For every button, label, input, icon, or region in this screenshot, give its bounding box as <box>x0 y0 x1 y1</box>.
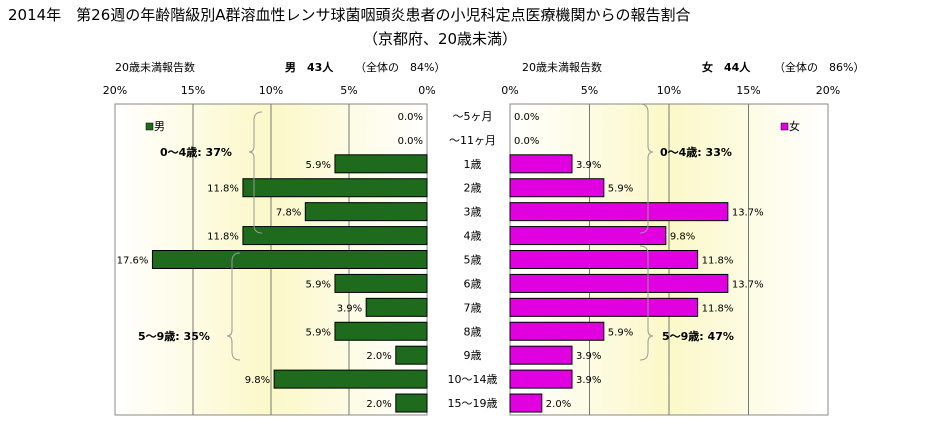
male-bar <box>273 369 428 389</box>
male-axis-ticks: 20% 15% 10% 5% 0% <box>103 84 436 97</box>
female-axis-tick-label: 5% <box>581 84 598 97</box>
category-labels: ～5ヶ月 ～11ヶ月 1歳 2歳 3歳 4歳 5歳 6歳 7歳 8歳 9歳 10～14歳 15～19歳 <box>448 110 498 410</box>
male-data-label: 11.8% <box>207 232 239 243</box>
female-annotation-5-9: 5～9歳: 47% <box>662 329 734 343</box>
category-label: 8歳 <box>464 325 482 338</box>
female-bars: 0.0% 0.0% 3.9% 5.9% 13.7% 9.8% 11.8% 13.7% 11.8%… <box>509 112 764 413</box>
female-bar <box>509 178 605 198</box>
female-data-label: 5.9% <box>608 327 633 338</box>
category-label: 3歳 <box>464 206 482 219</box>
female-bar <box>509 369 573 389</box>
chart-title-line2: （京都府、20歳未満） <box>363 30 517 48</box>
category-label: 10～14歳 <box>448 373 498 386</box>
category-label: ～5ヶ月 <box>453 110 493 123</box>
male-bar <box>334 321 428 341</box>
male-data-label: 7.8% <box>276 208 301 219</box>
male-header-count: 男 43人 <box>285 60 334 74</box>
male-data-label: 0.0% <box>398 112 423 123</box>
male-bar <box>151 250 428 269</box>
male-legend-label: 男 <box>154 120 165 133</box>
female-bracket-5-9 <box>639 245 654 361</box>
category-label: 1歳 <box>464 158 482 171</box>
female-axis-tick-label: 15% <box>736 84 760 97</box>
male-header-label: 20歳未満報告数 <box>115 61 195 74</box>
male-axis-tick-label: 10% <box>259 84 283 97</box>
female-bar <box>509 226 667 246</box>
female-data-label: 3.9% <box>576 160 601 171</box>
male-data-label: 17.6% <box>117 256 149 267</box>
female-legend-swatch <box>780 122 789 131</box>
chart-title-line1: 2014年 第26週の年齢階級別A群溶血性レンサ球菌咽頭炎患者の小児科定点医療機… <box>8 6 691 24</box>
female-axis-ticks: 0% 5% 10% 15% 20% <box>501 84 840 97</box>
female-bar <box>509 345 573 365</box>
male-bar <box>242 178 428 198</box>
male-data-label: 5.9% <box>306 160 331 171</box>
female-data-label: 13.7% <box>732 208 764 219</box>
male-data-label: 5.9% <box>306 327 331 338</box>
male-data-label: 2.0% <box>366 399 391 410</box>
male-bar <box>395 393 428 413</box>
female-header-count: 女 44人 <box>702 60 751 74</box>
male-bar <box>395 345 428 365</box>
female-data-label: 9.8% <box>670 232 695 243</box>
male-data-label: 0.0% <box>398 136 423 147</box>
male-axis-tick-label: 5% <box>340 84 357 97</box>
male-bars: 0.0% 0.0% 5.9% 11.8% 7.8% 11.8% 17.6% 5.9% 3.9% 5… <box>117 112 428 413</box>
male-bracket-5-9 <box>226 252 241 361</box>
female-bracket-0-4 <box>639 103 654 234</box>
male-bracket-0-4 <box>248 111 263 234</box>
male-annotation-0-4: 0～4歳: 37% <box>160 145 232 159</box>
female-data-label: 2.0% <box>546 399 571 410</box>
male-annotation-5-9: 5～9歳: 35% <box>138 329 210 343</box>
female-data-label: 3.9% <box>576 351 601 362</box>
female-data-label: 13.7% <box>732 279 764 290</box>
male-data-label: 5.9% <box>306 279 331 290</box>
female-axis-tick-label: 0% <box>501 84 518 97</box>
male-axis-tick-label: 15% <box>181 84 205 97</box>
female-data-label: 0.0% <box>514 112 539 123</box>
male-bar <box>334 154 428 174</box>
female-header-pct: （全体の 86%） <box>774 60 864 74</box>
category-label: 5歳 <box>464 254 482 267</box>
male-bar <box>365 297 428 317</box>
female-bar <box>509 321 605 341</box>
female-bar <box>509 297 699 317</box>
female-legend-label: 女 <box>789 119 800 133</box>
category-label: 7歳 <box>464 301 482 314</box>
category-label: 6歳 <box>464 277 482 290</box>
male-legend-swatch <box>145 122 154 131</box>
category-label: 15～19歳 <box>448 397 498 410</box>
female-bar <box>509 154 573 174</box>
male-data-label: 9.8% <box>245 375 270 386</box>
female-data-label: 3.9% <box>576 375 601 386</box>
category-label: 4歳 <box>464 230 482 243</box>
male-bar <box>304 202 428 222</box>
female-data-label: 11.8% <box>702 256 734 267</box>
female-data-label: 5.9% <box>608 184 633 195</box>
female-annotation-0-4: 0～4歳: 33% <box>660 145 732 159</box>
male-bar <box>334 273 428 293</box>
female-data-label: 11.8% <box>702 303 734 314</box>
category-label: ～11ヶ月 <box>449 134 496 147</box>
male-axis-tick-label: 0% <box>418 84 435 97</box>
male-data-label: 2.0% <box>366 351 391 362</box>
female-bar <box>509 250 699 269</box>
female-data-label: 0.0% <box>514 136 539 147</box>
male-header-pct: （全体の 84%） <box>355 60 445 74</box>
male-bar <box>242 226 428 246</box>
category-label: 2歳 <box>464 182 482 195</box>
female-bar <box>509 393 543 413</box>
male-axis-tick-label: 20% <box>103 84 127 97</box>
male-data-label: 11.8% <box>207 184 239 195</box>
female-bar <box>509 273 729 293</box>
female-axis-tick-label: 20% <box>816 84 840 97</box>
female-header-label: 20歳未満報告数 <box>522 61 602 74</box>
category-label: 9歳 <box>464 349 482 362</box>
male-data-label: 3.9% <box>337 303 362 314</box>
female-axis-tick-label: 10% <box>657 84 681 97</box>
female-bar <box>509 202 729 222</box>
